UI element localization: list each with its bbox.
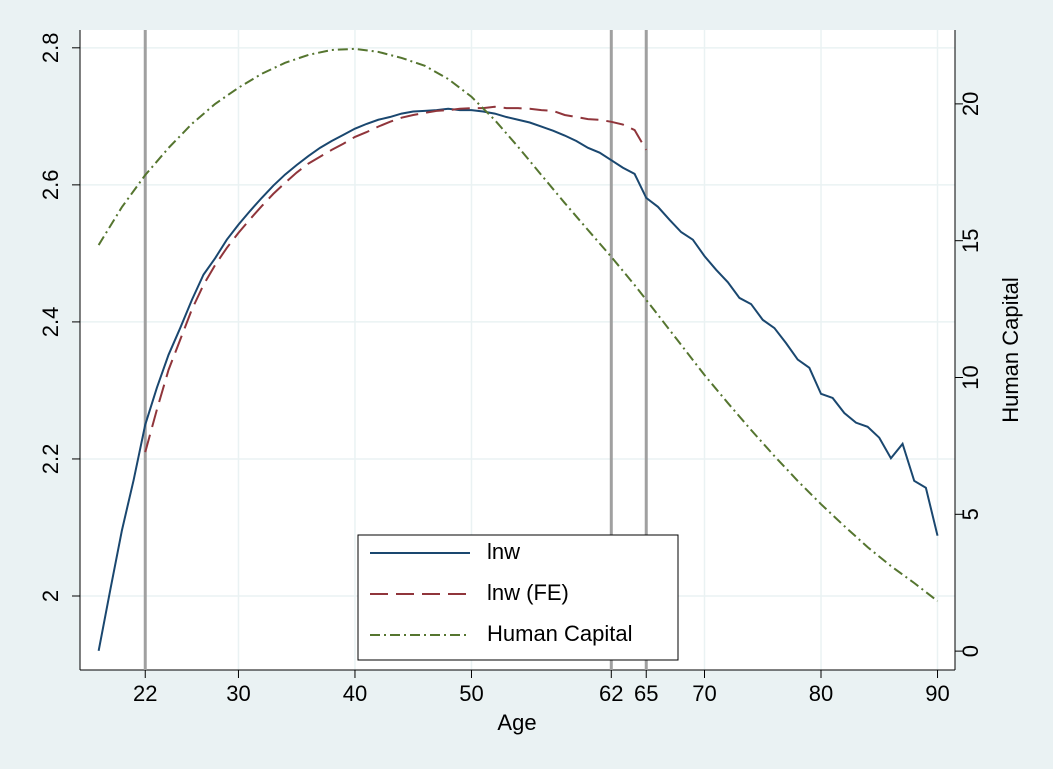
legend: lnw lnw (FE) Human Capital [357,534,679,661]
y-tick-label: 2.8 [38,33,63,64]
y2-tick-label: 10 [958,365,983,389]
x-tick-label: 90 [925,681,949,706]
x-tick-label: 40 [343,681,367,706]
y-tick-label: 2.6 [38,170,63,201]
y2-tick-label: 5 [958,508,983,520]
legend-box [357,534,679,661]
x-tick-label: 62 [599,681,623,706]
x-tick-label: 70 [692,681,716,706]
y2-tick-label: 20 [958,92,983,116]
x-tick-label: 65 [634,681,658,706]
series-line [97,107,939,652]
legend-label: lnw (FE) [487,580,569,605]
legend-label: lnw [487,539,520,564]
y-tick-label: 2.2 [38,444,63,475]
x-tick-label: 50 [459,681,483,706]
y-tick-label: 2.4 [38,307,63,338]
series-line [144,105,648,453]
x-tick-label: 30 [226,681,250,706]
y2-axis-label: Human Capital [998,277,1023,423]
x-tick-label: 80 [809,681,833,706]
legend-label: Human Capital [487,621,633,646]
x-tick-label: 22 [133,681,157,706]
series-line [97,47,939,602]
x-axis-label: Age [497,710,536,735]
y-tick-label: 2 [38,590,63,602]
y2-tick-label: 15 [958,228,983,252]
y2-tick-label: 0 [958,645,983,657]
